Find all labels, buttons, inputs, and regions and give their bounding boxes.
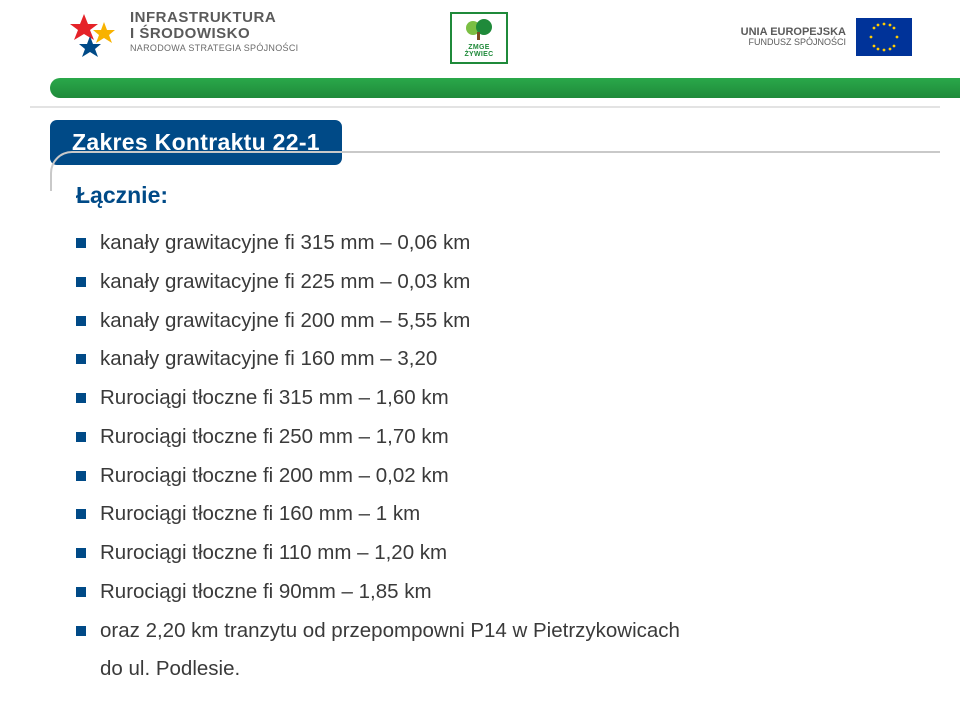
eu-text: UNIA EUROPEJSKA FUNDUSZ SPÓJNOŚCI [741, 26, 846, 48]
logo-zmge: ZMGE ŻYWIEC [450, 12, 508, 64]
item-list: kanały grawitacyjne fi 315 mm – 0,06 km … [76, 227, 900, 646]
infrastruktura-line2: I ŚRODOWISKO [130, 26, 298, 42]
zmge-label: ZMGE ŻYWIEC [464, 44, 493, 58]
list-item: Rurociągi tłoczne fi 250 mm – 1,70 km [76, 421, 900, 453]
list-item: Rurociągi tłoczne fi 110 mm – 1,20 km [76, 537, 900, 569]
list-item: Rurociągi tłoczne fi 160 mm – 1 km [76, 498, 900, 530]
logo-eu: UNIA EUROPEJSKA FUNDUSZ SPÓJNOŚCI [741, 18, 912, 56]
infrastruktura-sub: NARODOWA STRATEGIA SPÓJNOŚCI [130, 44, 298, 53]
gray-separator [30, 106, 940, 108]
slide: INFRASTRUKTURA I ŚRODOWISKO NARODOWA STR… [0, 0, 960, 709]
content: Łącznie: kanały grawitacyjne fi 315 mm –… [76, 182, 900, 685]
eu-line2: FUNDUSZ SPÓJNOŚCI [741, 38, 846, 48]
list-item: kanały grawitacyjne fi 315 mm – 0,06 km [76, 227, 900, 259]
list-item: kanały grawitacyjne fi 225 mm – 0,03 km [76, 266, 900, 298]
tree-icon [464, 18, 494, 42]
list-item: kanały grawitacyjne fi 160 mm – 3,20 [76, 343, 900, 375]
list-item: oraz 2,20 km tranzytu od przepompowni P1… [76, 615, 900, 647]
eu-flag-icon [856, 18, 912, 56]
list-item-trail: do ul. Podlesie. [100, 653, 900, 685]
list-item: Rurociągi tłoczne fi 90mm – 1,85 km [76, 576, 900, 608]
logo-infrastruktura: INFRASTRUKTURA I ŚRODOWISKO NARODOWA STR… [70, 10, 298, 60]
zmge-line1: ZMGE [468, 44, 489, 51]
infrastruktura-line1: INFRASTRUKTURA [130, 10, 298, 26]
infrastruktura-mark-icon [70, 10, 120, 60]
list-item: Rurociągi tłoczne fi 315 mm – 1,60 km [76, 382, 900, 414]
header: INFRASTRUKTURA I ŚRODOWISKO NARODOWA STR… [0, 0, 960, 80]
list-item: Rurociągi tłoczne fi 200 mm – 0,02 km [76, 460, 900, 492]
zmge-line2: ŻYWIEC [464, 51, 493, 58]
green-bar [50, 78, 960, 98]
lacznie-label: Łącznie: [76, 182, 900, 209]
list-item: kanały grawitacyjne fi 200 mm – 5,55 km [76, 305, 900, 337]
infrastruktura-text: INFRASTRUKTURA I ŚRODOWISKO NARODOWA STR… [130, 10, 298, 53]
